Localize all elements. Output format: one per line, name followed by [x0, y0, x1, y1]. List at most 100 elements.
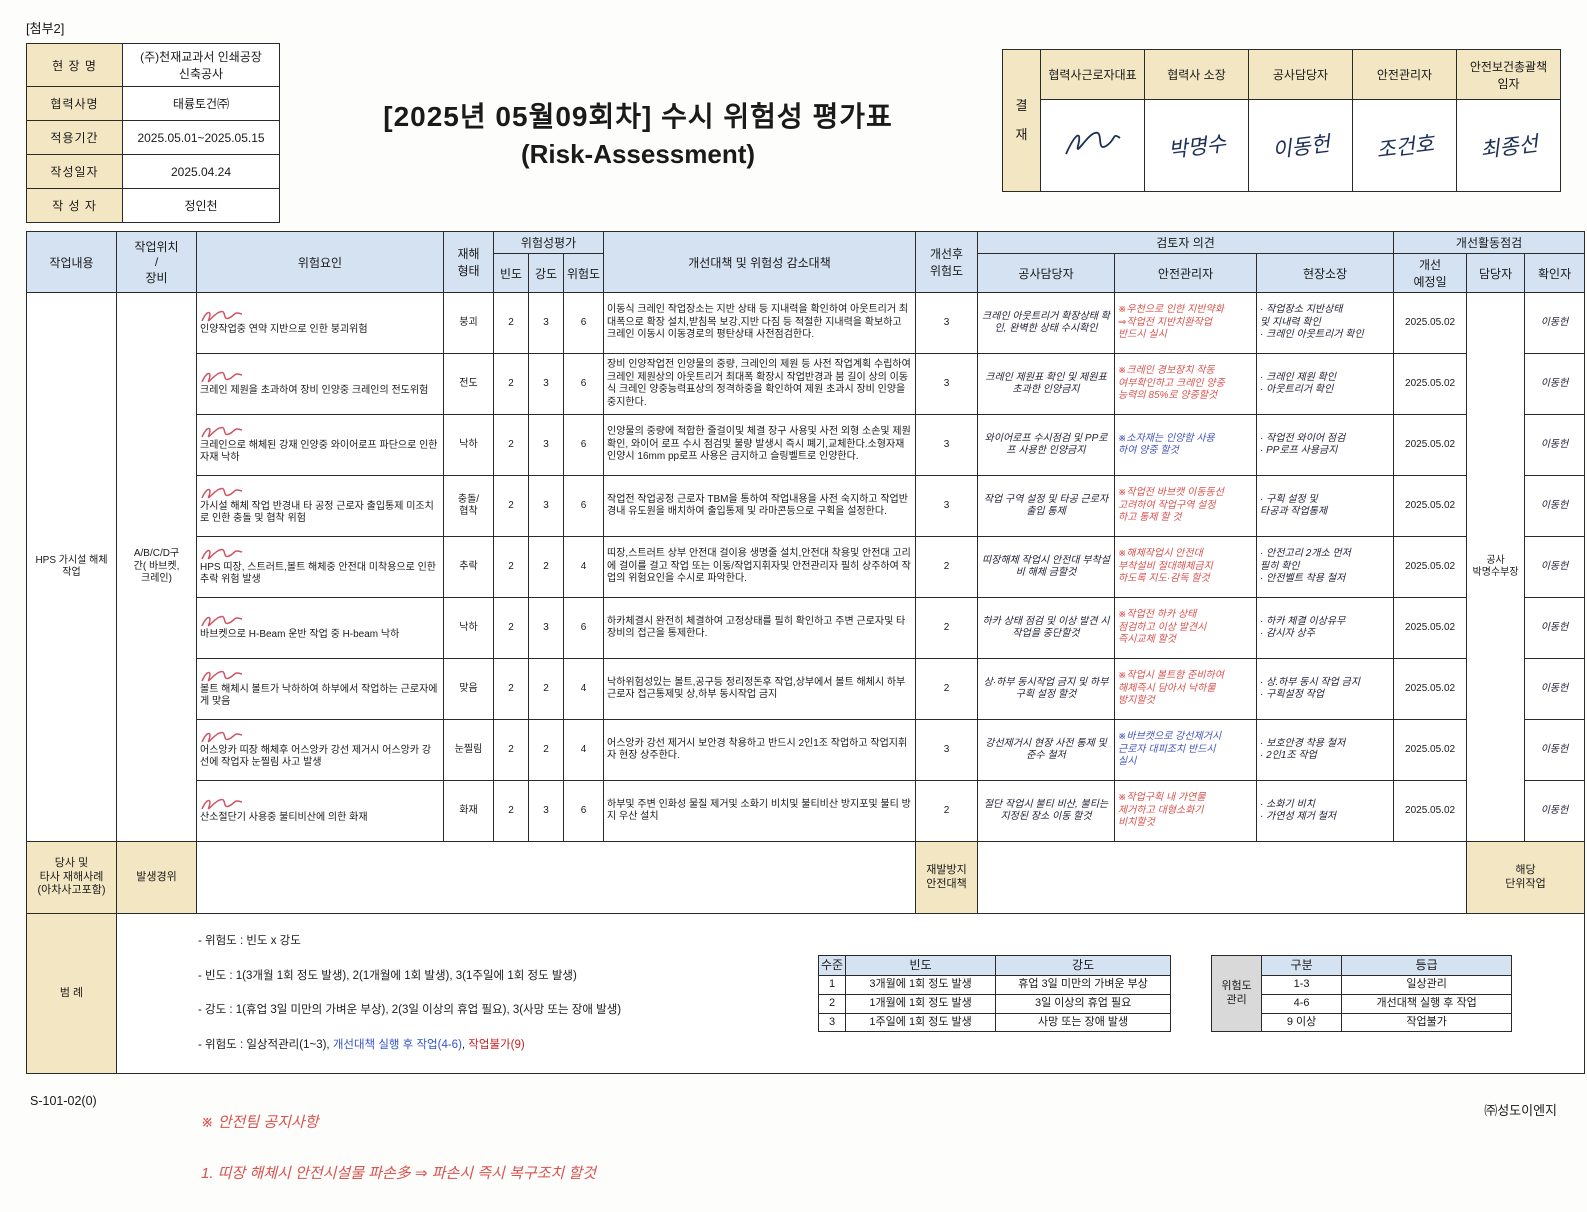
legend-label: 범 례	[26, 912, 117, 1075]
opinion-site-head: · 하카 체결 이상유무 · 감시자 상주	[1256, 597, 1395, 659]
red-scribble-mark-icon	[200, 731, 440, 744]
hazard-cell: 인양작업중 연약 지반으로 인한 붕괴위험	[196, 292, 444, 354]
measure-text: 하부및 주변 인화성 물질 제거및 소화기 비치및 불티비산 방지포및 불티 방…	[603, 780, 917, 842]
frequency-severity-legend-table: 수준 빈도 강도 1 3개월에 1회 정도 발생 휴업 3일 미만의 가벼운 부상 …	[817, 955, 1172, 1033]
table-row: HPS 가시설 해체 작업 A/B/C/D구 간( 바브켓, 크레인) 인양작업…	[26, 292, 1586, 842]
page-footer: S-101-02(0) ※ 안전팀 공지사항 1. 띠장 해체시 안전시설물 파…	[26, 1084, 1561, 1212]
opinion-safety: ※작업시 볼트함 준비하여 해체즉시 담아서 낙하물 방지할것	[1114, 658, 1258, 720]
risk-after-value: 3	[915, 353, 979, 415]
info-value-partner: 태륭토건㈜	[122, 86, 280, 121]
legend-line-frequency: - 빈도 : 1(3개월 1회 정도 발생), 2(1개월에 1회 발생), 3…	[198, 969, 577, 982]
info-label-partner: 협력사명	[26, 86, 123, 121]
table-row: HPS 띠장, 스트러트,볼트 해체중 안전대 미착용으로 인한 추락 위험 발…	[27, 536, 1586, 598]
approval-stamp-label: 결 재	[1002, 49, 1041, 192]
approval-col-worker-rep: 협력사근로자대표	[1040, 49, 1145, 100]
hazard-text: 바브켓으로 H-Beam 운반 작업 중 H-beam 낙하	[200, 628, 400, 640]
opinion-safety: ※작업구획 내 가연물 제거하고 대형소화기 비치할것	[1114, 780, 1258, 842]
severity-value: 3	[528, 292, 564, 354]
header-hazard: 위험요인	[196, 231, 444, 293]
measure-text: 작업전 작업공정 근로자 TBM을 통하여 작업내용을 사전 숙지하고 작업반경…	[603, 475, 917, 537]
red-scribble-mark-icon	[200, 371, 440, 384]
confirmer-signature: 이동헌	[1524, 536, 1586, 598]
confirmer-signature: 이동헌	[1524, 719, 1586, 781]
hazard-text: 볼트 해체시 볼트가 낙하하여 하부에서 작업하는 근로자에게 맞음	[200, 683, 438, 708]
legend-b-header-class: 등급	[1341, 955, 1513, 976]
document-title: [2025년 05월09회차] 수시 위험성 평가표 (Risk-Assessm…	[280, 43, 996, 170]
hazard-cell: 볼트 해체시 볼트가 낙하하여 하부에서 작업하는 근로자에게 맞음	[196, 658, 444, 720]
planned-date: 2025.05.02	[1393, 719, 1468, 781]
confirmer-signature: 이동헌	[1524, 353, 1586, 415]
severity-value: 2	[528, 719, 564, 781]
frequency-value: 2	[493, 780, 529, 842]
legend-a-header-severity: 강도	[995, 955, 1172, 976]
risk-after-value: 2	[915, 780, 979, 842]
legend-row: 범 례 - 위험도 : 빈도 x 강도 - 빈도 : 1(3개월 1회 정도 발…	[26, 912, 1586, 1075]
legend-a-row: 2 1개월에 1회 정도 발생 3일 이상의 휴업 필요	[817, 993, 1172, 1014]
frequency-value: 2	[493, 475, 529, 537]
measure-text: 하카체결시 완전히 체결하여 고정상태를 필히 확인하고 주변 근로자및 타 장…	[603, 597, 917, 659]
risk-value: 6	[562, 597, 605, 659]
measure-text: 이동식 크레인 작업장소는 지반 상태 등 지내력을 확인하여 아웃트리거 최대…	[603, 292, 917, 354]
planned-date: 2025.05.02	[1393, 780, 1468, 842]
red-scribble-mark-icon	[200, 615, 440, 628]
disaster-type: 눈찔림	[443, 719, 494, 781]
approval-col-general-manager: 안전보건총괄책 임자	[1456, 49, 1561, 100]
header-reviewer-construction: 공사담당자	[977, 253, 1116, 293]
risk-value: 6	[562, 353, 605, 415]
table-row: 바브켓으로 H-Beam 운반 작업 중 H-beam 낙하 낙하 2 3 6 …	[27, 597, 1586, 659]
opinion-safety: ※작업전 바브캣 이동동선 고려하여 작업구역 설정 하고 통제 할 것	[1114, 475, 1258, 537]
opinion-construction: 상·하부 동시작업 금지 및 하부 구획 설정 할것	[977, 658, 1116, 720]
occurrence-label: 발생경위	[116, 841, 197, 914]
disaster-type: 낙하	[443, 597, 494, 659]
risk-value: 4	[562, 719, 605, 781]
prevention-blank-area	[977, 841, 1468, 914]
opinion-construction: 절단 작업시 불티 비산, 불티는 지정된 장소 이동 할것	[977, 780, 1116, 842]
confirmer-signature: 이동헌	[1524, 414, 1586, 476]
hazard-cell: 크레인 제원을 초과하여 장비 인양중 크레인의 전도위험	[196, 353, 444, 415]
severity-value: 3	[528, 353, 564, 415]
risk-after-value: 2	[915, 536, 979, 598]
confirmer-signature: 이동헌	[1524, 780, 1586, 842]
safety-team-handwritten-note: ※ 안전팀 공지사항 1. 띠장 해체시 안전시설물 파손多 ⇒ 파손시 즉시 …	[165, 1084, 1484, 1212]
hazard-text: 크레인으로 해체된 강재 인양중 와이어로프 파단으로 인한 자재 낙하	[200, 439, 438, 464]
planned-date: 2025.05.02	[1393, 536, 1468, 598]
planned-date: 2025.05.02	[1393, 658, 1468, 720]
risk-value: 6	[562, 292, 605, 354]
info-value-written-date: 2025.04.24	[122, 154, 280, 189]
table-row: 어스앙카 띠장 해체후 어스앙카 강선 제거시 어스앙카 강선에 작업자 눈찔림…	[27, 719, 1586, 781]
hazard-text: 어스앙카 띠장 해체후 어스앙카 강선 제거시 어스앙카 강선에 작업자 눈찔림…	[200, 744, 432, 769]
header-confirmer: 확인자	[1524, 253, 1586, 293]
legend-a-header-level: 수준	[817, 955, 847, 976]
risk-after-value: 3	[915, 719, 979, 781]
legend-text-lines: - 위험도 : 빈도 x 강도 - 빈도 : 1(3개월 1회 정도 발생), …	[198, 916, 758, 1071]
accident-case-label: 당사 및 타사 재해사례 (아차사고포함)	[26, 841, 117, 914]
legend-line-risk-grades: - 위험도 : 일상적관리(1~3), 개선대책 실행 후 작업(4-6), 작…	[198, 1038, 525, 1051]
attachment-label: [첨부2]	[26, 21, 65, 36]
header-planned-date: 개선 예정일	[1393, 253, 1468, 293]
header-work-content: 작업내용	[26, 231, 117, 293]
severity-value: 2	[528, 536, 564, 598]
risk-after-value: 3	[915, 292, 979, 354]
header-work-location: 작업위치 / 장비	[116, 231, 197, 293]
opinion-site-head: · 작업전 와이어 점검 · PP로프 사용금지	[1256, 414, 1395, 476]
approval-signature-table: 결 재 협력사근로자대표 협력사 소장 공사담당자 안전관리자 안전보건총괄책 …	[1002, 49, 1561, 192]
info-value-site: (주)천재교과서 인쇄공장 신축공사	[122, 43, 280, 87]
info-label-site: 현 장 명	[26, 43, 123, 87]
red-scribble-mark-icon	[200, 798, 440, 811]
risk-value: 6	[562, 475, 605, 537]
severity-value: 3	[528, 475, 564, 537]
red-scribble-mark-icon	[200, 310, 440, 323]
site-info-table: 현 장 명 (주)천재교과서 인쇄공장 신축공사 협력사명 태륭토건㈜ 적용기간…	[26, 43, 280, 223]
opinion-site-head: · 크레인 제원 확인 · 아웃트리거 확인	[1256, 353, 1395, 415]
hazard-cell: 바브켓으로 H-Beam 운반 작업 중 H-beam 낙하	[196, 597, 444, 659]
header-severity: 강도	[528, 253, 564, 293]
header-frequency: 빈도	[493, 253, 529, 293]
planned-date: 2025.05.02	[1393, 475, 1468, 537]
frequency-value: 2	[493, 597, 529, 659]
severity-value: 2	[528, 658, 564, 720]
signature-scribble-icon	[1064, 132, 1121, 155]
measure-text: 낙하위험성있는 볼트,공구등 정리정돈후 작업,상부에서 볼트 해체시 하부 근…	[603, 658, 917, 720]
recurrence-prevention-label: 재발방지 안전대책	[915, 841, 979, 914]
signature-cell-construction-manager: 이동헌	[1248, 99, 1353, 192]
hazard-text: 인양작업중 연약 지반으로 인한 붕괴위험	[200, 323, 368, 335]
